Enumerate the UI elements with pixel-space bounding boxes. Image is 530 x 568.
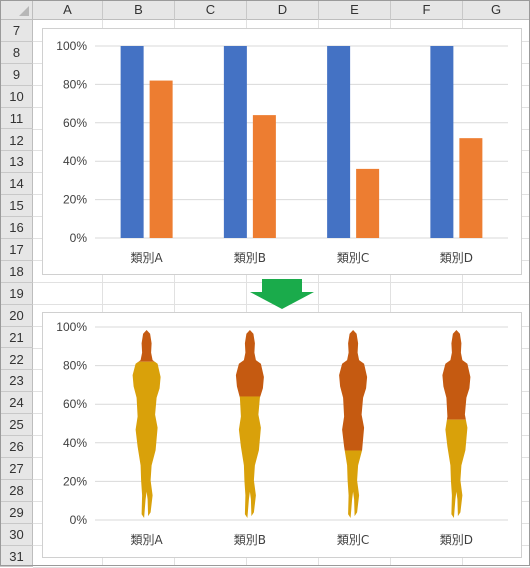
row-header-17[interactable]: 17 [0, 239, 33, 261]
row-header-18[interactable]: 18 [0, 261, 33, 283]
row-header-29[interactable]: 29 [0, 502, 33, 524]
row-gridline [33, 566, 530, 568]
bar [356, 168, 380, 238]
x-tick-label: 類別C [337, 533, 369, 547]
row-header-10[interactable]: 10 [0, 86, 33, 108]
x-tick-label: 類別D [440, 251, 473, 265]
pictogram-value [235, 396, 264, 518]
row-header-28[interactable]: 28 [0, 480, 33, 502]
chart-clustered-bar-plot: 0% 20% 40% 60% 80% 100% 類別A 類別B 類別C 類別D [56, 39, 508, 265]
y-tick-label: 60% [63, 397, 87, 411]
row-header-13[interactable]: 13 [0, 151, 33, 174]
row-header-25[interactable]: 25 [0, 414, 33, 437]
row-header-12[interactable]: 12 [0, 130, 33, 152]
pictogram-figure [339, 330, 368, 518]
row-header-26[interactable]: 26 [0, 436, 33, 458]
x-tick-label: 類別B [234, 533, 266, 547]
down-arrow-icon [250, 279, 314, 309]
select-all-corner[interactable] [0, 0, 33, 20]
row-header-8[interactable]: 8 [0, 42, 33, 64]
x-tick-label: 類別C [337, 251, 369, 265]
row-header-30[interactable]: 30 [0, 524, 33, 546]
pictogram-value [339, 450, 368, 518]
column-header-c[interactable]: C [175, 0, 247, 20]
bar [327, 46, 351, 238]
row-header-27[interactable]: 27 [0, 458, 33, 480]
bar [459, 138, 483, 238]
select-all-triangle-icon [19, 6, 29, 16]
x-tick-label: 類別A [131, 251, 164, 265]
row-header-9[interactable]: 9 [0, 64, 33, 86]
column-header-e[interactable]: E [319, 0, 391, 20]
row-header-14[interactable]: 14 [0, 173, 33, 196]
pictogram-value [132, 361, 161, 518]
bar [120, 46, 144, 238]
bar [149, 80, 173, 238]
chart-pictogram[interactable]: 0% 20% 40% 60% 80% 100% 類別A 類別B 類別C 類別D [42, 312, 522, 558]
row-header-bar: 7 8 9 10 11 12 13 14 15 16 17 18 19 20 21 22 23 24 25 26 27 2… [0, 20, 33, 568]
y-tick-label: 40% [63, 436, 87, 450]
row-header-20[interactable]: 20 [0, 305, 33, 327]
y-tick-label: 0% [70, 231, 88, 245]
row-header-15[interactable]: 15 [0, 195, 33, 218]
row-header-24[interactable]: 24 [0, 392, 33, 415]
chart-pictogram-plot: 0% 20% 40% 60% 80% 100% 類別A 類別B 類別C 類別D [56, 320, 508, 547]
bar [252, 115, 276, 238]
x-tick-label: 類別A [131, 533, 164, 547]
pictogram-value [442, 419, 471, 518]
y-tick-label: 0% [70, 513, 88, 527]
y-tick-label: 40% [63, 154, 87, 168]
y-tick-label: 100% [56, 39, 87, 53]
row-header-21[interactable]: 21 [0, 327, 33, 349]
pictogram-remainder [442, 330, 471, 420]
x-tick-label: 類別D [440, 533, 473, 547]
row-header-7[interactable]: 7 [0, 20, 33, 42]
row-header-22[interactable]: 22 [0, 349, 33, 371]
row-header-19[interactable]: 19 [0, 283, 33, 305]
bar [223, 46, 247, 238]
column-gridline [246, 20, 247, 566]
row-header-11[interactable]: 11 [0, 108, 33, 130]
column-header-b[interactable]: B [103, 0, 175, 20]
column-header-d[interactable]: D [247, 0, 319, 20]
y-tick-label: 80% [63, 359, 87, 373]
column-gridline [174, 20, 175, 566]
row-header-31[interactable]: 31 [0, 546, 33, 568]
y-tick-label: 20% [63, 193, 87, 207]
y-tick-label: 100% [56, 320, 87, 334]
y-tick-label: 60% [63, 116, 87, 130]
pictogram-figure [132, 330, 161, 518]
column-gridline [102, 20, 103, 566]
pictogram-figure [235, 330, 264, 518]
column-gridline [462, 20, 463, 566]
y-tick-label: 80% [63, 77, 87, 91]
pictogram-remainder [339, 330, 368, 451]
column-header-g[interactable]: G [463, 0, 530, 20]
column-header-f[interactable]: F [391, 0, 463, 20]
pictogram-remainder [132, 330, 161, 362]
row-header-23[interactable]: 23 [0, 370, 33, 393]
column-gridline [318, 20, 319, 566]
row-header-16[interactable]: 16 [0, 217, 33, 239]
bar [430, 46, 454, 238]
chart-clustered-bar[interactable]: 0% 20% 40% 60% 80% 100% 類別A 類別B 類別C 類別D [42, 28, 522, 275]
column-header-a[interactable]: A [33, 0, 103, 20]
column-gridline [390, 20, 391, 566]
pictogram-figure [442, 330, 471, 518]
y-tick-label: 20% [63, 474, 87, 488]
x-tick-label: 類別B [234, 251, 266, 265]
pictogram-remainder [235, 330, 264, 397]
